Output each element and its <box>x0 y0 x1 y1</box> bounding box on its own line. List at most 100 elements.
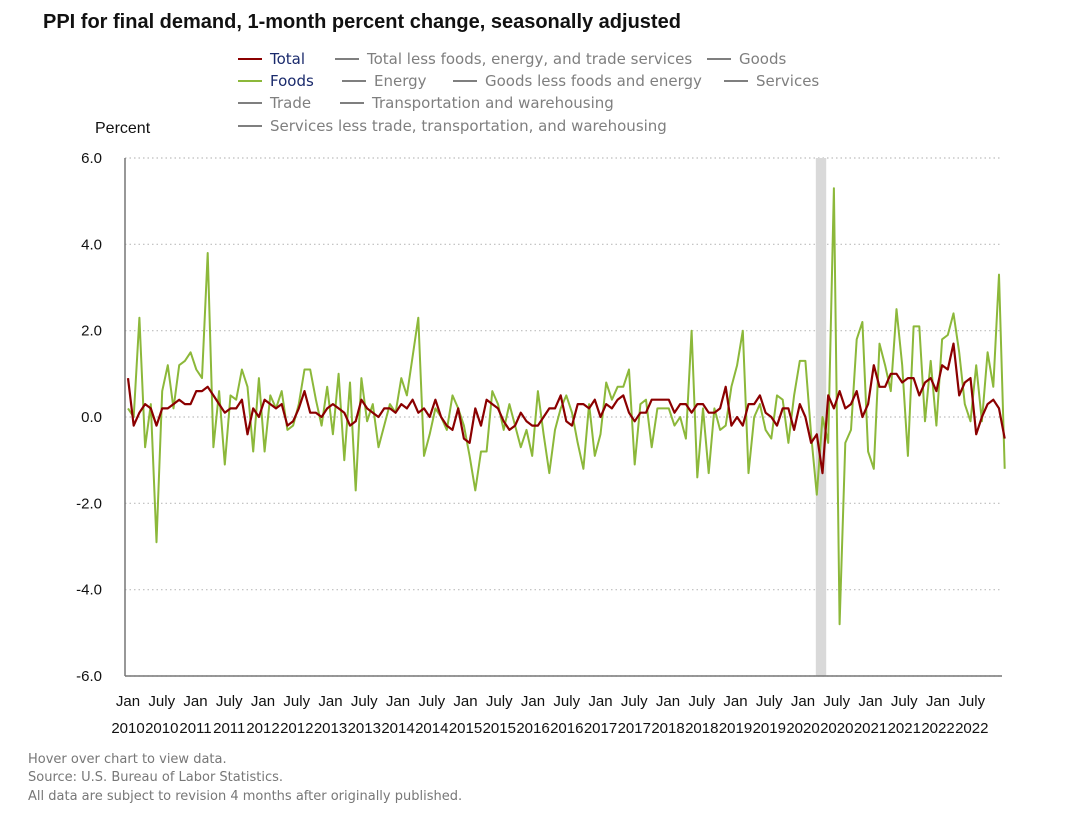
x-tick-month: July <box>621 693 648 710</box>
x-tick-month: July <box>891 693 918 710</box>
legend-swatch-trade <box>238 102 262 104</box>
y-axis-label: Percent <box>95 120 151 137</box>
x-tick-year: 2016 <box>550 720 583 737</box>
x-tick-year: 2017 <box>584 720 617 737</box>
legend-label-services: Services <box>756 72 820 90</box>
x-tick-month: Jan <box>251 693 275 710</box>
legend-item-goods-less[interactable]: Goods less foods and energy <box>453 72 702 90</box>
x-tick-month: Jan <box>453 693 477 710</box>
x-tick-month: July <box>283 693 310 710</box>
x-tick-year: 2021 <box>888 720 921 737</box>
recession-band <box>815 158 827 676</box>
legend-swatch-transportation <box>340 102 364 104</box>
x-tick-month: Jan <box>723 693 747 710</box>
legend-item-total[interactable]: Total <box>238 50 305 68</box>
x-tick-year: 2013 <box>348 720 381 737</box>
footnote-hover: Hover over chart to view data. <box>28 752 227 767</box>
legend-label-services-less: Services less trade, transportation, and… <box>270 117 667 135</box>
y-tick-label: 4.0 <box>81 236 102 253</box>
legend-label-goods-less: Goods less foods and energy <box>485 72 702 90</box>
axes <box>124 158 1002 677</box>
x-tick-year: 2014 <box>381 720 414 737</box>
x-tick-year: 2010 <box>145 720 178 737</box>
x-tick-year: 2022 <box>955 720 988 737</box>
legend-label-goods: Goods <box>739 50 787 68</box>
x-tick-month: July <box>148 693 175 710</box>
x-tick-labels: Jan2010July2010Jan2011July2011Jan2012Jul… <box>111 693 988 737</box>
legend-item-goods[interactable]: Goods <box>707 50 786 68</box>
x-tick-month: Jan <box>386 693 410 710</box>
x-tick-year: 2018 <box>651 720 684 737</box>
y-tick-labels: 6.0 4.0 2.0 0.0 -2.0 -4.0 -6.0 <box>76 150 102 685</box>
y-tick-label: -6.0 <box>76 668 102 685</box>
x-tick-month: Jan <box>656 693 680 710</box>
x-tick-year: 2015 <box>449 720 482 737</box>
legend-item-services-less[interactable]: Services less trade, transportation, and… <box>238 117 667 135</box>
x-tick-month: July <box>351 693 378 710</box>
x-tick-month: July <box>486 693 513 710</box>
legend-label-transportation: Transportation and warehousing <box>372 94 614 112</box>
x-tick-month: July <box>216 693 243 710</box>
x-tick-month: Jan <box>521 693 545 710</box>
legend-swatch-services-less <box>238 125 262 127</box>
legend-label-total-less: Total less foods, energy, and trade serv… <box>367 50 693 68</box>
x-tick-month: Jan <box>116 693 140 710</box>
x-tick-year: 2020 <box>820 720 853 737</box>
x-tick-month: July <box>553 693 580 710</box>
x-tick-year: 2011 <box>213 720 245 737</box>
x-tick-month: July <box>756 693 783 710</box>
x-tick-year: 2014 <box>415 720 448 737</box>
x-tick-year: 2015 <box>483 720 516 737</box>
legend-swatch-goods <box>707 58 731 60</box>
y-tick-label: 0.0 <box>81 409 102 426</box>
legend-item-trade[interactable]: Trade <box>238 94 311 112</box>
legend-swatch-total-less <box>335 58 359 60</box>
x-tick-year: 2020 <box>786 720 819 737</box>
footnote-revision: All data are subject to revision 4 month… <box>28 789 463 804</box>
x-tick-year: 2011 <box>179 720 211 737</box>
x-tick-year: 2017 <box>618 720 651 737</box>
x-tick-year: 2019 <box>719 720 752 737</box>
legend-label-energy: Energy <box>374 72 427 90</box>
x-tick-month: Jan <box>183 693 207 710</box>
x-tick-year: 2012 <box>280 720 313 737</box>
x-tick-month: July <box>418 693 445 710</box>
legend-swatch-goods-less <box>453 80 477 82</box>
legend-item-services[interactable]: Services <box>724 72 819 90</box>
legend-item-energy[interactable]: Energy <box>342 72 427 90</box>
legend-item-foods[interactable]: Foods <box>238 72 314 90</box>
x-tick-year: 2022 <box>921 720 954 737</box>
series-line-total[interactable] <box>126 342 1006 475</box>
series-line-foods[interactable] <box>127 187 1006 626</box>
legend-label-trade: Trade <box>270 94 312 112</box>
chart-title: PPI for final demand, 1-month percent ch… <box>43 11 681 33</box>
x-tick-year: 2010 <box>111 720 144 737</box>
x-tick-month: Jan <box>858 693 882 710</box>
footnote-source: Source: U.S. Bureau of Labor Statistics. <box>28 770 283 785</box>
legend-swatch-services <box>724 80 748 82</box>
legend-label-foods: Foods <box>270 72 314 90</box>
x-tick-year: 2019 <box>753 720 786 737</box>
x-tick-month: Jan <box>318 693 342 710</box>
y-tick-label: -2.0 <box>76 495 102 512</box>
legend-swatch-total <box>238 58 262 60</box>
series-lines[interactable] <box>126 187 1006 626</box>
legend-label-total: Total <box>270 50 306 68</box>
x-tick-year: 2013 <box>314 720 347 737</box>
x-tick-year: 2016 <box>516 720 549 737</box>
x-tick-year: 2012 <box>246 720 279 737</box>
y-tick-label: 2.0 <box>81 323 102 340</box>
x-tick-month: July <box>823 693 850 710</box>
x-tick-year: 2018 <box>685 720 718 737</box>
x-tick-year: 2021 <box>854 720 887 737</box>
x-tick-month: July <box>688 693 715 710</box>
x-tick-month: July <box>958 693 985 710</box>
recession-shading <box>815 158 827 676</box>
legend-swatch-foods <box>238 80 262 82</box>
x-tick-month: Jan <box>791 693 815 710</box>
x-tick-month: Jan <box>926 693 950 710</box>
x-tick-month: Jan <box>588 693 612 710</box>
legend-item-total-less[interactable]: Total less foods, energy, and trade serv… <box>335 50 692 68</box>
legend-item-transportation[interactable]: Transportation and warehousing <box>340 94 614 112</box>
